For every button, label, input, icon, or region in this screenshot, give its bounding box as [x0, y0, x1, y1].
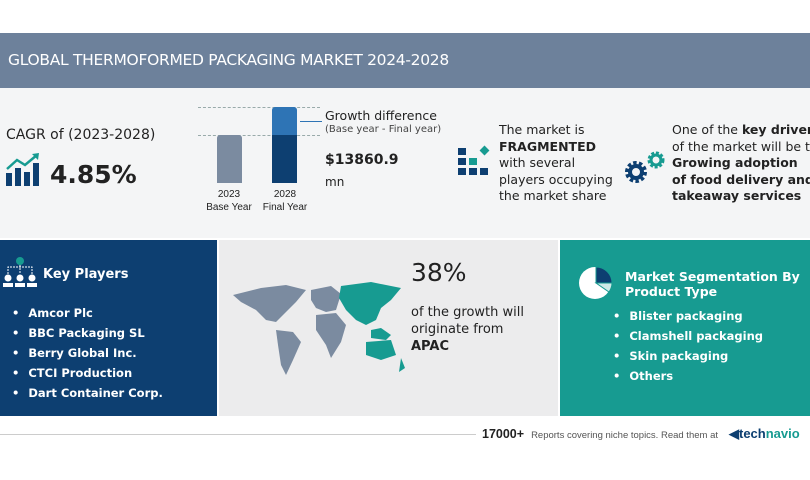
list-item: Dart Container Corp.	[12, 383, 162, 403]
list-item: Blister packaging	[613, 306, 763, 326]
footer-divider	[0, 434, 476, 435]
gears-icon	[625, 151, 665, 183]
key-players-panel: Key Players Amcor Plc BBC Packaging SL B…	[0, 240, 217, 416]
key-players-list: Amcor Plc BBC Packaging SL Berry Global …	[12, 303, 163, 403]
arrow-icon	[300, 121, 322, 122]
list-item: Amcor Plc	[12, 303, 163, 323]
cagr-label: CAGR of (2023-2028)	[6, 127, 156, 143]
pie-chart-icon	[579, 266, 613, 299]
list-item: Berry Global Inc.	[12, 343, 163, 363]
growth-unit: mn	[325, 175, 345, 189]
growth-chart-icon	[6, 153, 39, 186]
bar-2028-base	[272, 135, 297, 183]
region-text: of the growth will originate from APAC	[411, 305, 524, 354]
footer-text: Reports covering niche topics. Read them…	[531, 430, 718, 441]
market-structure-text: The market is FRAGMENTED with several playe…	[499, 122, 613, 203]
segmentation-title: Market Segmentation By Product Type	[625, 269, 800, 299]
bar-2023	[217, 135, 242, 183]
footer-count: 17000+	[482, 427, 525, 441]
growth-title: Growth difference	[325, 108, 437, 123]
technavio-logo[interactable]: ◀technavio	[729, 426, 800, 441]
summary-section	[0, 88, 810, 238]
key-drivers-text: One of the key driversof the market will…	[672, 122, 810, 203]
bar-label-2023: 2023 Base Year	[206, 189, 252, 213]
title-banner	[0, 33, 810, 88]
segmentation-list: Blister packaging Clamshell packaging Sk…	[613, 306, 763, 386]
list-item: Clamshell packaging	[613, 326, 763, 346]
growth-value: $13860.9	[325, 152, 399, 168]
cagr-value: 4.85%	[50, 160, 137, 189]
fragmented-blocks-icon	[458, 145, 490, 175]
guide-line	[198, 135, 320, 136]
list-item: CTCI Production	[12, 363, 163, 383]
org-chart-icon	[3, 257, 37, 287]
growth-subtitle: (Base year - Final year)	[325, 124, 442, 135]
list-item: Others	[613, 366, 763, 386]
list-item: Skin packaging	[613, 346, 763, 366]
logo-arrow-icon: ◀	[729, 426, 739, 441]
list-item: BBC Packaging SL	[12, 323, 163, 343]
bar-2028-growth	[272, 107, 297, 135]
region-percent: 38%	[411, 258, 467, 287]
world-map-icon	[233, 282, 405, 375]
page-title: GLOBAL THERMOFORMED PACKAGING MARKET 202…	[8, 51, 449, 69]
region-panel: 38% of the growth will originate from APAC	[219, 240, 558, 416]
bar-label-2028: 2028 Final Year	[262, 189, 308, 213]
key-players-title: Key Players	[43, 267, 129, 282]
guide-line	[198, 107, 320, 108]
footer: 17000+ Reports covering niche topics. Re…	[482, 426, 800, 442]
